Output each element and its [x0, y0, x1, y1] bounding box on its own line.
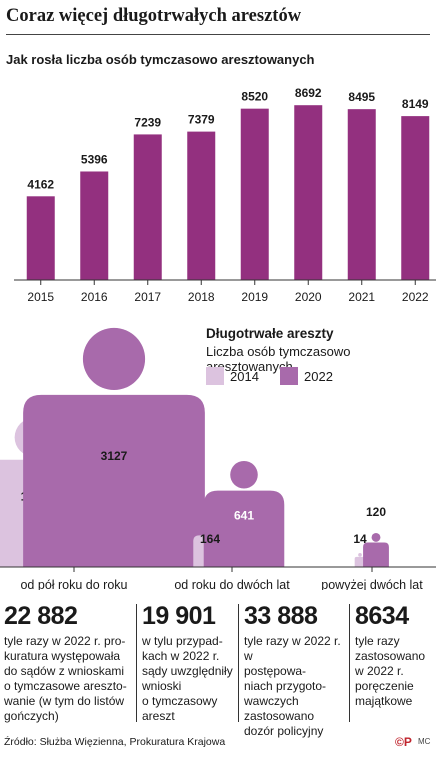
- person-value-label: 641: [234, 509, 254, 523]
- legend-label-2014: 2014: [230, 369, 259, 384]
- category-label: powyżej dwóch lat: [321, 578, 423, 590]
- person-figure: [203, 461, 285, 567]
- person-head: [230, 461, 258, 489]
- x-tick-label: 2017: [134, 290, 161, 304]
- stat-description: tyle razy zastosowano w 2022 r. poręczenie…: [355, 634, 426, 708]
- stat-number: 19 901: [142, 602, 216, 630]
- legend-label-2022: 2022: [304, 369, 333, 384]
- x-tick-label: 2021: [348, 290, 375, 304]
- bar-chart-title: Jak rosła liczba osób tymczasowo areszto…: [6, 52, 315, 67]
- source-note: Źródło: Służba Więzienna, Prokuratura Kr…: [4, 736, 226, 748]
- bar-value-label: 5396: [81, 152, 108, 166]
- bar: [187, 131, 216, 280]
- bar: [240, 108, 269, 280]
- person-value-label: 120: [366, 505, 386, 519]
- stat-description: w tylu przypad-kach w 2022 r. sądy uwzglę…: [142, 634, 233, 723]
- person-value-label: 14: [353, 532, 367, 546]
- page-title: Coraz więcej długotrwałych aresztów: [6, 6, 430, 35]
- person-body: [354, 556, 366, 567]
- bar: [133, 134, 162, 280]
- stat-divider: [349, 604, 350, 722]
- x-tick-label: 2019: [241, 290, 268, 304]
- stat-number: 22 882: [4, 602, 78, 630]
- person-value-label: 164: [200, 532, 220, 546]
- legend-swatch-2022: [280, 367, 298, 385]
- stat-number: 33 888: [244, 602, 318, 630]
- bar-value-label: 8520: [241, 90, 268, 104]
- x-tick-label: 2018: [188, 290, 215, 304]
- x-tick-label: 2020: [295, 290, 322, 304]
- publisher-logo: ©P: [395, 735, 412, 749]
- person-head: [358, 553, 362, 557]
- bar-chart: 4162 2015 5396 2016 7239 2017 7379 2018 8520 2019…: [14, 86, 436, 304]
- people-chart: 1763312764116414120od pół roku do rokuod…: [0, 327, 436, 590]
- bar-value-label: 8149: [402, 97, 429, 111]
- legend-swatch-2014: [206, 367, 224, 385]
- stat-description: tyle razy w 2022 r. pro-kuratura występo…: [4, 634, 127, 723]
- person-head: [82, 327, 146, 391]
- x-tick-label: 2022: [402, 290, 429, 304]
- stat-divider: [136, 604, 137, 722]
- bar-value-label: 8692: [295, 86, 322, 100]
- person-body: [203, 490, 285, 567]
- bar: [401, 116, 430, 281]
- author-credit: MC: [418, 737, 431, 746]
- stat-description: tyle razy w 2022 r. w postępowa-niach prz…: [244, 634, 341, 738]
- bar: [347, 109, 376, 280]
- category-label: od roku do dwóch lat: [174, 578, 290, 590]
- people-chart-subtitle: Liczba osób tymczasowo aresztowanych: [206, 344, 351, 374]
- person-figure: [23, 327, 205, 567]
- person-figure: [363, 533, 389, 567]
- bar-value-label: 7379: [188, 113, 215, 127]
- bar: [80, 171, 109, 280]
- bar: [294, 105, 323, 280]
- stat-divider: [238, 604, 239, 722]
- person-body: [363, 542, 389, 567]
- bar-value-label: 8495: [348, 90, 375, 104]
- people-chart-title: Długotrwałe areszty: [206, 326, 334, 341]
- bar-value-label: 4162: [27, 177, 54, 191]
- person-value-label: 3127: [101, 449, 128, 463]
- x-tick-label: 2016: [81, 290, 108, 304]
- category-label: od pół roku do roku: [20, 578, 127, 590]
- bar: [26, 196, 55, 280]
- person-head: [371, 533, 381, 542]
- stat-number: 8634: [355, 602, 409, 630]
- bar-value-label: 7239: [134, 115, 161, 129]
- person-figure: [354, 553, 366, 567]
- person-body: [23, 394, 205, 567]
- x-tick-label: 2015: [27, 290, 54, 304]
